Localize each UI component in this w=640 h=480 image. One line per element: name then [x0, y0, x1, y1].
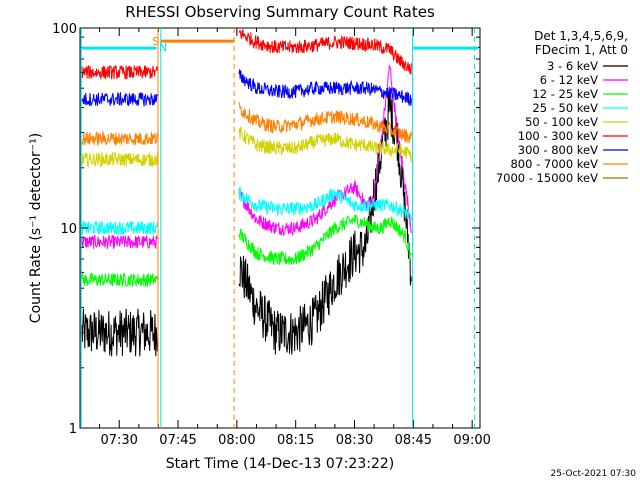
x-tick-label: 08:15	[277, 433, 314, 448]
legend-entry-label: 25 - 50 keV	[532, 101, 598, 115]
series-line	[81, 64, 412, 250]
x-tick-label: 07:30	[100, 433, 137, 448]
x-tick-label: 07:45	[159, 433, 196, 448]
series-line	[81, 126, 412, 169]
legend-entry-label: 300 - 800 keV	[518, 143, 598, 157]
legend-header: FDecim 1, Att 0	[535, 43, 628, 57]
x-axis-label: Start Time (14-Dec-13 07:23:22)	[166, 456, 394, 472]
series-line	[81, 102, 412, 146]
chart-title: RHESSI Observing Summary Count Rates	[125, 3, 435, 21]
series-line	[81, 29, 412, 80]
x-tick-label: 08:00	[218, 433, 255, 448]
y-axis-label: Count Rate (s⁻¹ detector⁻¹)	[28, 133, 44, 323]
series-line	[81, 69, 412, 107]
saa-marker-label: S	[152, 35, 159, 48]
series-line	[81, 214, 412, 287]
series-line	[81, 186, 412, 236]
legend-entry-label: 100 - 300 keV	[518, 129, 598, 143]
legend-header: Det 1,3,4,5,6,9,	[534, 29, 628, 43]
x-tick-label: 09:00	[453, 433, 490, 448]
legend-entry-label: 6 - 12 keV	[540, 73, 598, 87]
legend-entry-label: 800 - 7000 keV	[510, 157, 598, 171]
plot-area: 1 10 100 07:30 07:45 08:00 08:15 08:30 08:45 09:0…	[52, 22, 491, 448]
x-tick-label: 08:30	[336, 433, 373, 448]
night-marker-label: N	[159, 41, 167, 54]
x-tick-label: 08:45	[395, 433, 432, 448]
legend-entry-label: 3 - 6 keV	[547, 59, 598, 73]
y-tick-label: 100	[52, 22, 77, 37]
legend-entry-label: 7000 - 15000 keV	[496, 171, 598, 185]
y-tick-label: 10	[60, 222, 77, 237]
legend-entry-label: 50 - 100 keV	[525, 115, 598, 129]
legend-entry-label: 12 - 25 keV	[532, 87, 598, 101]
y-tick-label: 1	[69, 422, 77, 437]
legend: Det 1,3,4,5,6,9,FDecim 1, Att 0 3 - 6 keV…	[496, 29, 628, 185]
generation-timestamp: 25-Oct-2021 07:30	[551, 469, 637, 479]
